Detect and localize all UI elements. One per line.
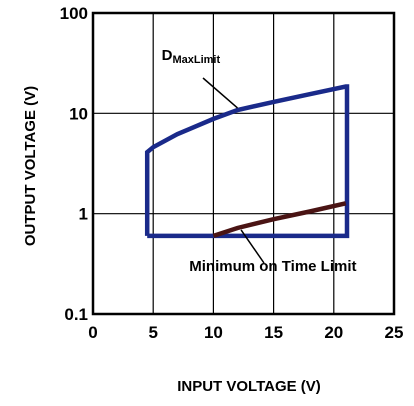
x-tick-label: 25: [385, 323, 404, 342]
grid: [93, 13, 394, 314]
annotation-min-on-time-label: Minimum on Time Limit: [189, 258, 356, 275]
x-tick-label: 0: [88, 323, 97, 342]
y-tick-label: 10: [69, 104, 88, 123]
x-tick-label: 20: [324, 323, 343, 342]
x-tick-label: 10: [204, 323, 223, 342]
annotation-dmaxlimit-leader: [202, 77, 238, 109]
plot-border: [91, 11, 396, 316]
y-tick-label: 1: [79, 205, 88, 224]
x-tick-label: 15: [264, 323, 283, 342]
y-tick-labels: 0.1 1 10 100: [60, 4, 88, 324]
y-tick-label: 0.1: [64, 305, 88, 324]
series-group: [144, 84, 350, 239]
x-tick-labels: 0 5 10 15 20 25: [88, 323, 403, 342]
series-dmaxlimit-line: [144, 84, 350, 239]
series-min-on-time-line: [212, 201, 347, 239]
y-tick-label: 100: [60, 4, 88, 23]
x-axis-title: INPUT VOLTAGE (V): [177, 378, 321, 395]
plot-frame: [91, 11, 396, 316]
y-axis-title: OUTPUT VOLTAGE (V): [22, 86, 39, 246]
x-tick-label: 5: [148, 323, 157, 342]
annotation-dmaxlimit-subscript: MaxLimit: [172, 54, 220, 66]
annotation-min-on-time-leader: [240, 229, 265, 264]
